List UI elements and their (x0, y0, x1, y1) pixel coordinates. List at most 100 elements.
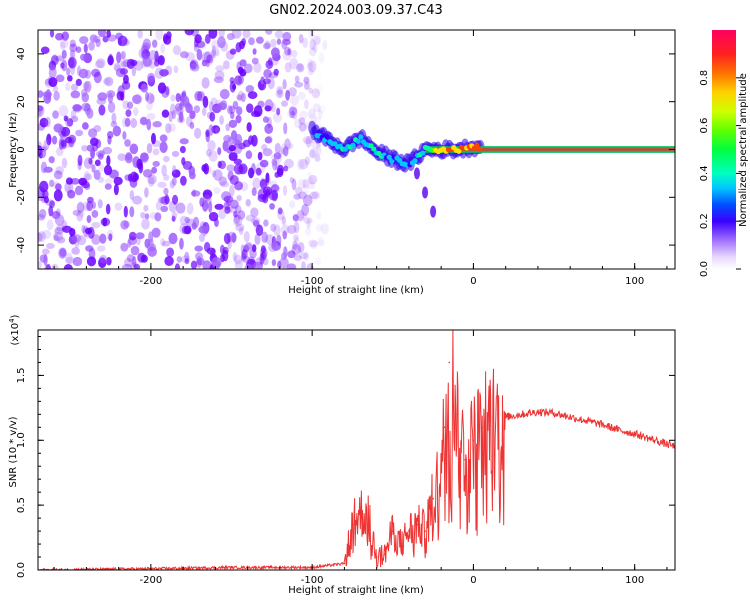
noise-blob (70, 177, 81, 185)
noise-blob (309, 38, 316, 51)
noise-blob (285, 89, 290, 101)
noise-blob (38, 232, 43, 243)
noise-blob (202, 96, 209, 108)
noise-blob (289, 57, 299, 70)
noise-blob (86, 201, 94, 212)
noise-blob (52, 85, 59, 93)
colorbar-label: Normalized spectral amplitude (738, 73, 749, 227)
noise-blob (271, 240, 282, 251)
noise-blob (53, 123, 64, 133)
noise-blob (39, 254, 48, 263)
noise-blob (198, 225, 208, 234)
snr-point (633, 432, 636, 435)
noise-blob (235, 106, 243, 116)
noise-blob (291, 107, 298, 120)
noise-blob (302, 194, 313, 207)
noise-blob (282, 146, 289, 157)
noise-blob (317, 108, 323, 120)
noise-blob (217, 36, 226, 49)
noise-blob (205, 130, 210, 143)
noise-blob (91, 164, 96, 173)
snr-point (585, 420, 588, 422)
noise-blob (43, 166, 53, 173)
noise-blob (281, 38, 288, 50)
noise-blob (151, 227, 161, 238)
noise-blob (43, 139, 50, 151)
noise-blob (81, 144, 89, 152)
noise-blob (314, 154, 321, 163)
noise-blob (184, 251, 190, 262)
noise-blob (98, 149, 106, 157)
noise-blob (211, 45, 216, 57)
noise-blob (71, 233, 82, 243)
noise-blob (46, 133, 52, 146)
noise-blob (193, 43, 200, 52)
noise-blob (82, 81, 90, 91)
noise-blob (143, 204, 149, 212)
noise-blob (215, 65, 225, 72)
noise-blob (168, 110, 173, 123)
noise-blob (198, 233, 205, 243)
spectrogram-ylabel: Frequency (Hz) (8, 112, 19, 188)
noise-blob (168, 232, 178, 245)
noise-blob (273, 224, 281, 236)
noise-blob (294, 81, 304, 88)
snr-point (488, 420, 491, 422)
noise-blob (142, 56, 152, 67)
noise-blob (175, 92, 181, 103)
noise-blob (60, 126, 71, 137)
noise-blob (62, 225, 73, 233)
noise-blob (157, 82, 167, 94)
noise-blob (234, 75, 242, 85)
noise-blob (56, 236, 66, 244)
colorbar-tick-label: 0.4 (699, 165, 710, 181)
noise-blob (38, 145, 43, 157)
noise-blob (107, 92, 114, 104)
noise-blob (265, 172, 270, 184)
noise-blob (277, 88, 283, 98)
figure-title: GN02.2024.003.09.37.C43 (269, 3, 443, 18)
noise-blob (146, 92, 155, 104)
noise-blob (110, 120, 118, 128)
noise-blob (91, 201, 96, 209)
noise-blob (55, 32, 64, 41)
noise-blob (206, 53, 214, 66)
noise-blob (75, 78, 82, 87)
noise-blob (245, 84, 255, 93)
noise-blob (88, 41, 95, 51)
noise-blob (91, 221, 101, 229)
noise-blob (308, 47, 317, 57)
noise-blob (129, 59, 138, 67)
noise-blob (271, 259, 277, 267)
noise-blob (43, 92, 52, 104)
noise-blob (61, 49, 67, 59)
noise-blob (74, 185, 84, 196)
noise-blob (314, 257, 322, 265)
spectrogram-xlabel: Height of straight line (km) (288, 285, 424, 296)
noise-blob (166, 247, 175, 258)
noise-blob (281, 100, 289, 107)
noise-blob (154, 212, 162, 222)
noise-blob (235, 205, 242, 214)
noise-blob (202, 191, 212, 202)
noise-blob (241, 248, 248, 260)
trace-mark (420, 150, 426, 156)
trace-mark (386, 154, 392, 160)
noise-blob (320, 223, 329, 235)
noise-blob (113, 183, 119, 196)
noise-blob (67, 75, 73, 82)
snr-point (553, 412, 555, 414)
noise-blob (229, 184, 235, 197)
snr-point (650, 438, 652, 440)
noise-blob (84, 227, 93, 235)
noise-blob (130, 261, 138, 269)
noise-blob (55, 166, 64, 175)
noise-blob (223, 232, 231, 245)
noise-blob (59, 248, 67, 257)
noise-blob (223, 195, 234, 203)
noise-blob (114, 64, 122, 73)
noise-blob (309, 191, 319, 200)
noise-blob (217, 147, 222, 156)
